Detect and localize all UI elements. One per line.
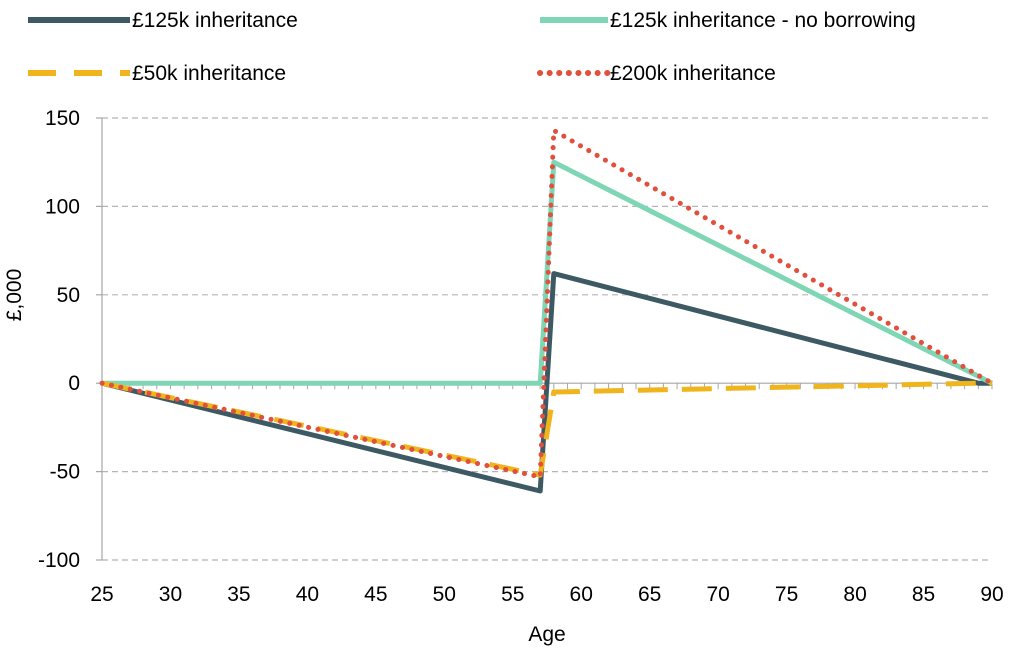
x-tick-label: 35	[227, 583, 250, 606]
x-tick-label: 75	[775, 583, 798, 606]
legend-label-1: £125k inheritance - no borrowing	[610, 9, 916, 32]
series-line-0	[101, 271, 992, 494]
x-tick-label: 70	[706, 583, 729, 606]
grid-lines	[102, 117, 992, 561]
x-tick-label: 65	[638, 583, 661, 606]
x-tick-label: 60	[570, 583, 593, 606]
y-tick-label: 150	[45, 107, 80, 130]
x-tick-label: 90	[980, 583, 1003, 606]
tick-labels: -100 -50 0 50 100 150 25 30 35 40 45 50 55 60 65 70 75 80…	[38, 107, 1004, 606]
legend: £125k inheritance £125k inheritance - no …	[28, 9, 916, 85]
x-tick-label: 30	[159, 583, 182, 606]
x-tick-label: 55	[501, 583, 524, 606]
y-tick-label: 50	[57, 284, 80, 307]
series-lines	[99, 127, 995, 494]
x-tick-label: 25	[90, 583, 113, 606]
y-tick-label: 0	[68, 372, 80, 395]
legend-label-2: £50k inheritance	[132, 62, 286, 85]
x-tick-label: 40	[296, 583, 319, 606]
x-tick-label: 50	[433, 583, 456, 606]
x-tick-label: 45	[364, 583, 387, 606]
y-tick-label: 100	[45, 195, 80, 218]
series-line-3	[99, 127, 995, 480]
legend-label-0: £125k inheritance	[132, 9, 298, 32]
y-tick-label: -100	[38, 549, 80, 572]
x-axis-label: Age	[528, 623, 565, 646]
series-line-2	[101, 380, 992, 478]
x-tick-label: 80	[843, 583, 866, 606]
y-tick-label: -50	[50, 461, 80, 484]
y-axis-label: £,000	[3, 269, 26, 322]
x-tick-label: 85	[912, 583, 935, 606]
legend-label-3: £200k inheritance	[610, 62, 776, 85]
